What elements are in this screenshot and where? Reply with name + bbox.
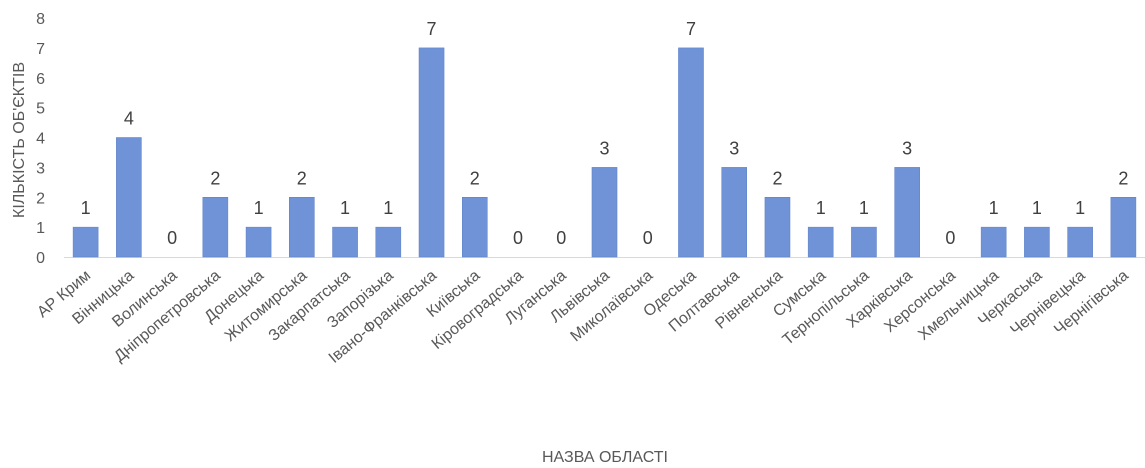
bar xyxy=(1024,226,1050,258)
data-label: 1 xyxy=(1032,198,1042,218)
data-label: 0 xyxy=(513,228,523,248)
data-label: 2 xyxy=(470,168,480,188)
bar xyxy=(591,167,618,258)
bar xyxy=(332,226,358,258)
data-label: 1 xyxy=(816,198,826,218)
y-tick-label: 3 xyxy=(36,160,45,177)
data-label: 1 xyxy=(859,198,869,218)
y-tick-label: 0 xyxy=(36,250,45,267)
data-label: 2 xyxy=(772,168,782,188)
data-label: 0 xyxy=(945,228,955,248)
y-axis-title: КІЛЬКІСТЬ ОБ'ЄКТІВ xyxy=(11,62,28,218)
bar xyxy=(807,226,834,258)
bar xyxy=(764,197,791,258)
data-label: 1 xyxy=(254,198,264,218)
bar xyxy=(678,47,704,258)
data-label: 0 xyxy=(556,228,566,248)
y-axis-ticks: 0 1 2 3 4 5 6 7 8 xyxy=(36,11,45,267)
data-label: 2 xyxy=(210,168,220,188)
bar xyxy=(1110,197,1137,258)
data-label: 1 xyxy=(383,198,393,218)
bar xyxy=(418,47,445,258)
data-label: 2 xyxy=(1118,168,1128,188)
bar xyxy=(289,197,315,258)
bars xyxy=(72,47,1137,258)
bar xyxy=(1067,226,1093,258)
y-tick-label: 5 xyxy=(36,101,45,118)
bar xyxy=(851,226,877,258)
data-label: 1 xyxy=(1075,198,1085,218)
bar xyxy=(980,226,1007,258)
bar xyxy=(375,226,402,258)
data-label: 0 xyxy=(643,228,653,248)
y-tick-label: 2 xyxy=(36,190,45,207)
data-label: 1 xyxy=(989,198,999,218)
data-label: 2 xyxy=(297,168,307,188)
bar xyxy=(461,197,488,258)
data-label: 1 xyxy=(81,198,91,218)
y-tick-label: 1 xyxy=(36,220,45,237)
data-label: 3 xyxy=(902,138,912,158)
x-axis-title: НАЗВА ОБЛАСТІ xyxy=(542,449,668,466)
data-label: 3 xyxy=(599,138,609,158)
bar xyxy=(72,226,99,258)
bar xyxy=(894,167,920,258)
data-label: 1 xyxy=(340,198,350,218)
y-tick-label: 7 xyxy=(36,41,45,58)
x-tick-label: Чернівецька xyxy=(1007,267,1088,339)
data-label: 4 xyxy=(124,109,134,129)
data-labels: 1 4 0 2 1 2 1 1 7 2 0 0 3 0 7 3 2 1 1 3 0 1 1 1 2 xyxy=(81,19,1129,248)
y-tick-label: 6 xyxy=(36,71,45,88)
bar xyxy=(721,167,748,258)
bar xyxy=(116,137,142,258)
bar xyxy=(245,226,272,258)
x-tick-label: Чернігівська xyxy=(1051,267,1132,339)
data-label: 7 xyxy=(427,19,437,39)
y-tick-label: 4 xyxy=(36,131,45,148)
data-label: 7 xyxy=(686,19,696,39)
y-tick-label: 8 xyxy=(36,11,45,28)
bar xyxy=(202,197,229,258)
data-label: 0 xyxy=(167,228,177,248)
x-axis-tick-labels: АР КримВінницькаВолинськаДніпропетровськ… xyxy=(34,267,1132,367)
data-label: 3 xyxy=(729,138,739,158)
